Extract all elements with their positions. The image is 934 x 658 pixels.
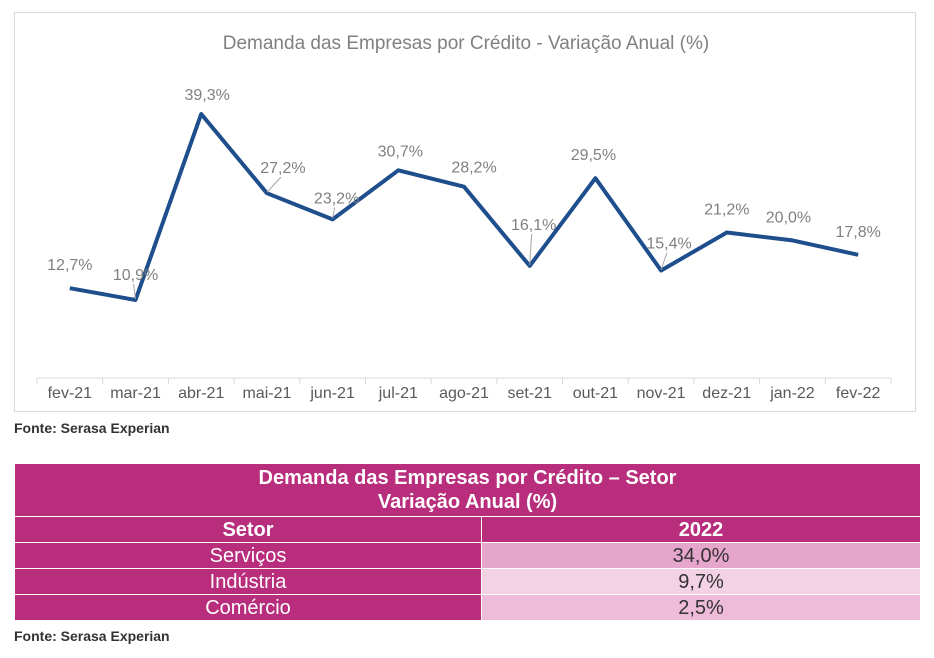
label-leader-line bbox=[660, 252, 668, 270]
data-label: 20,0% bbox=[766, 209, 811, 226]
data-label: 30,7% bbox=[378, 143, 423, 160]
header-year: 2022 bbox=[480, 516, 922, 543]
line-chart-panel: Demanda das Empresas por Crédito - Varia… bbox=[14, 12, 916, 412]
value-cell: 34,0% bbox=[480, 542, 922, 569]
sector-cell: Indústria bbox=[14, 568, 482, 595]
table-row: Serviços 34,0% bbox=[14, 542, 922, 569]
label-leader-line bbox=[133, 283, 137, 300]
data-label: 28,2% bbox=[451, 160, 496, 177]
table-row: Comércio 2,5% bbox=[14, 594, 922, 621]
data-label: 17,8% bbox=[835, 224, 880, 241]
x-tick-label: jul-21 bbox=[378, 385, 418, 402]
sector-table: Demanda das Empresas por Crédito – Setor… bbox=[13, 463, 922, 621]
x-tick-label: ago-21 bbox=[439, 385, 489, 402]
header-sector: Setor bbox=[14, 516, 482, 543]
chart-title: Demanda das Empresas por Crédito - Varia… bbox=[223, 33, 710, 54]
x-tick-label: mar-21 bbox=[110, 385, 161, 402]
x-tick-label: fev-22 bbox=[836, 385, 881, 402]
x-tick-label: jan-22 bbox=[769, 385, 815, 402]
label-leader-line bbox=[266, 176, 282, 193]
table-header-row: Setor 2022 bbox=[14, 516, 922, 543]
x-tick-label: jun-21 bbox=[309, 385, 355, 402]
x-tick-label: set-21 bbox=[507, 385, 552, 402]
x-axis-labels: fev-21 mar-21 abr-21 mai-21 jun-21 jul-21 ago-… bbox=[48, 385, 881, 402]
sector-cell: Serviços bbox=[14, 542, 482, 569]
value-cell: 2,5% bbox=[480, 594, 922, 621]
line-chart: Demanda das Empresas por Crédito - Varia… bbox=[36, 33, 892, 402]
sector-cell: Comércio bbox=[14, 594, 482, 621]
data-label: 39,3% bbox=[185, 87, 230, 104]
table-title-line2: Variação Anual (%) bbox=[377, 491, 558, 513]
series-line bbox=[69, 112, 859, 302]
table-row: Indústria 9,7% bbox=[14, 568, 922, 595]
data-label: 16,1% bbox=[511, 217, 556, 234]
data-label: 10,9% bbox=[113, 267, 158, 284]
data-label: 27,2% bbox=[260, 160, 305, 177]
label-leader-line bbox=[529, 233, 533, 265]
data-label: 29,5% bbox=[571, 147, 616, 164]
x-axis-ticks bbox=[36, 378, 892, 384]
label-leader-line bbox=[332, 207, 336, 219]
table-title-line1: Demanda das Empresas por Crédito – Setor bbox=[258, 467, 677, 489]
x-tick-label: out-21 bbox=[573, 385, 618, 402]
label-leader-lines bbox=[133, 176, 668, 300]
table-title: Demanda das Empresas por Crédito – Setor… bbox=[13, 463, 922, 517]
x-tick-label: mai-21 bbox=[242, 385, 291, 402]
data-labels: 12,7% 10,9% 39,3% 27,2% 23,2% 30,7% 28,2% 16,1%… bbox=[47, 87, 881, 284]
x-tick-label: abr-21 bbox=[178, 385, 224, 402]
x-tick-label: fev-21 bbox=[48, 385, 93, 402]
x-tick-label: dez-21 bbox=[702, 385, 751, 402]
data-label: 21,2% bbox=[704, 202, 749, 219]
x-tick-label: nov-21 bbox=[637, 385, 686, 402]
table-source: Fonte: Serasa Experian bbox=[14, 628, 170, 644]
data-label: 12,7% bbox=[47, 257, 92, 274]
value-cell: 9,7% bbox=[480, 568, 922, 595]
data-label: 15,4% bbox=[646, 236, 691, 253]
data-label: 23,2% bbox=[314, 190, 359, 207]
table-title-row: Demanda das Empresas por Crédito – Setor… bbox=[13, 463, 922, 517]
chart-source: Fonte: Serasa Experian bbox=[14, 420, 170, 436]
